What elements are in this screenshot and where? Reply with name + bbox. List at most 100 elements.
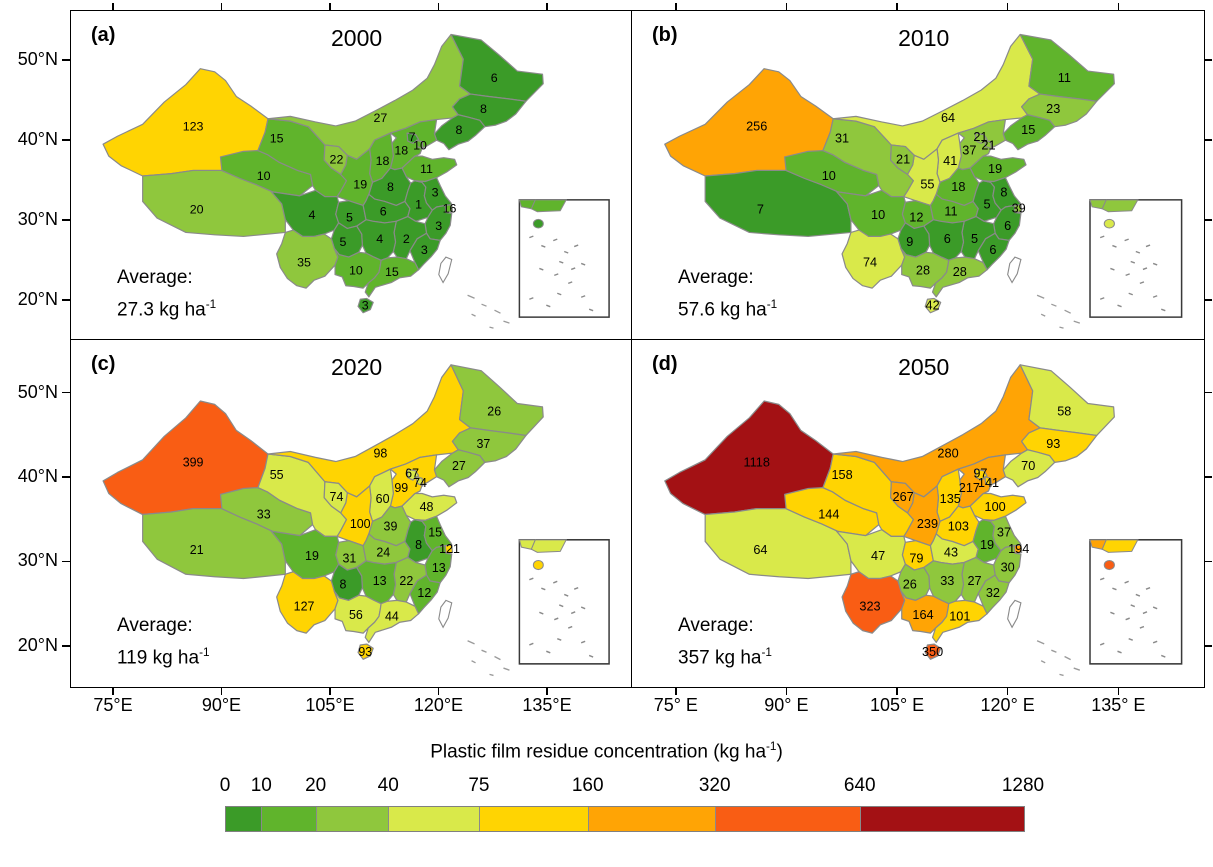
lon-tick-label: 105°E <box>305 695 355 715</box>
province-value-label: 158 <box>831 467 852 482</box>
lat-tick <box>62 476 70 478</box>
lon-top-tick <box>112 3 114 10</box>
province-value-label: 8 <box>387 180 394 194</box>
lon-bottom-tick <box>220 688 223 695</box>
lat-tick-label: 50°N <box>17 381 58 402</box>
province-value-label: 11 <box>1058 71 1071 85</box>
province-value-label: 217 <box>959 480 980 495</box>
province-value-label: 101 <box>949 608 970 623</box>
lon-bottom-tick <box>1006 688 1009 695</box>
province-tianjin <box>415 476 424 487</box>
province-value-label: 10 <box>871 208 885 222</box>
province-value-label: 8 <box>480 102 487 116</box>
province-value-label: 21 <box>190 542 204 557</box>
province-value-label: 100 <box>985 499 1006 514</box>
inset-islets <box>570 267 576 271</box>
province-value-label: 99 <box>394 480 408 495</box>
inset-islets <box>1112 587 1117 591</box>
province-value-label: 3 <box>421 243 428 257</box>
province-ningxia <box>323 481 348 514</box>
inset-islets <box>553 238 558 242</box>
province-value-label: 32 <box>986 585 1000 600</box>
province-value-label: 144 <box>818 507 839 522</box>
inset-islets <box>573 586 579 590</box>
province-value-label: 20 <box>190 202 204 216</box>
province-value-label: 6 <box>944 232 951 246</box>
province-value-label: 123 <box>183 120 204 134</box>
province-beijing <box>406 132 420 144</box>
province-value-label: 103 <box>948 518 969 533</box>
province-value-label: 18 <box>951 180 965 194</box>
province-value-label: 26 <box>903 576 917 591</box>
average-label: Average: <box>678 266 754 288</box>
coastal-islets <box>1059 326 1064 329</box>
inset-islets <box>563 250 569 254</box>
legend-title-suffix: ) <box>776 741 783 763</box>
inset-islets <box>554 273 559 277</box>
inset-islets <box>1128 292 1134 296</box>
province-liaoning <box>433 449 486 488</box>
lon-tick-label: 120°E <box>413 695 464 715</box>
inset-islets <box>1145 586 1151 590</box>
lon-top-tick <box>1117 3 1120 10</box>
inset-islets <box>1099 577 1105 581</box>
inset-islets <box>1125 617 1130 621</box>
lon-bottom-tick <box>546 688 548 695</box>
inset-islets <box>553 580 558 584</box>
lat-tick <box>62 560 70 563</box>
lat-tick <box>62 59 70 61</box>
legend-color-bin-10-20 <box>262 807 317 831</box>
legend-color-bin-320-640 <box>715 807 861 831</box>
lat-tick-right <box>1204 645 1212 647</box>
panel-2050: 1118 64 144 158 280 58 93 70 217 135 100 103 239 267 4… <box>632 340 1205 688</box>
province-value-label: 31 <box>835 132 849 146</box>
lat-tick <box>62 299 70 301</box>
coastal-islets <box>1059 673 1064 677</box>
province-value-label: 19 <box>305 548 319 563</box>
lon-tick-label: 90°E <box>201 695 242 715</box>
inset-guangdong-coast <box>1101 539 1139 553</box>
province-value-label: 67 <box>405 465 419 480</box>
province-tianjin <box>984 476 993 487</box>
legend-tick-label: 75 <box>468 775 490 796</box>
lat-tick <box>62 645 70 647</box>
province-value-label: 10 <box>257 169 271 183</box>
province-shanghai <box>444 544 454 554</box>
lon-tick-label: 135° E <box>1091 695 1146 715</box>
province-value-label: 3 <box>362 299 369 313</box>
inset-islets <box>1161 654 1166 658</box>
inset-islets <box>529 642 534 646</box>
lon-tick-label: 90° E <box>764 695 809 715</box>
panel-year: 2050 <box>898 354 950 380</box>
province-value-label: 18 <box>394 144 408 158</box>
legend-tick-label: 640 <box>843 775 876 796</box>
province-value-label: 44 <box>385 608 399 623</box>
province-value-label: 9 <box>906 235 913 249</box>
coastal-islets <box>471 313 476 317</box>
province-value-label: 3 <box>432 186 439 200</box>
province-value-label: 42 <box>926 299 940 313</box>
province-value-label: 267 <box>893 489 914 504</box>
legend-tick-label: 20 <box>305 775 327 796</box>
lat-tick-label: 20°N <box>17 634 58 655</box>
average-value: 57.6 kg ha <box>678 299 767 320</box>
lat-tick-right <box>1204 139 1212 141</box>
inset-islets <box>1110 267 1115 271</box>
inset-guangdong-coast <box>530 199 568 213</box>
province-beijing <box>406 468 420 481</box>
panel-2000: 123 20 10 15 27 6 8 8 18 18 11 8 19 22 4 5 6 1 3 3 16 2 4 3 5 35 1… <box>70 10 632 340</box>
province-value-label: 135 <box>940 491 961 506</box>
province-value-label: 22 <box>399 573 413 588</box>
coastal-islets <box>1064 309 1071 314</box>
panel-2010: 256 7 10 31 64 11 23 15 37 41 19 18 55 21 10 12 11 5 8 6 39 5… <box>632 10 1205 340</box>
inset-islets <box>1130 604 1136 608</box>
panel-year: 2020 <box>331 354 383 380</box>
province-ningxia <box>890 481 915 514</box>
panel-year: 2000 <box>331 25 383 51</box>
coastal-islets <box>489 673 494 677</box>
province-value-label: 58 <box>1057 403 1071 418</box>
province-value-label: 15 <box>270 132 284 146</box>
province-value-label: 323 <box>859 598 880 613</box>
province-value-label: 98 <box>373 445 387 460</box>
